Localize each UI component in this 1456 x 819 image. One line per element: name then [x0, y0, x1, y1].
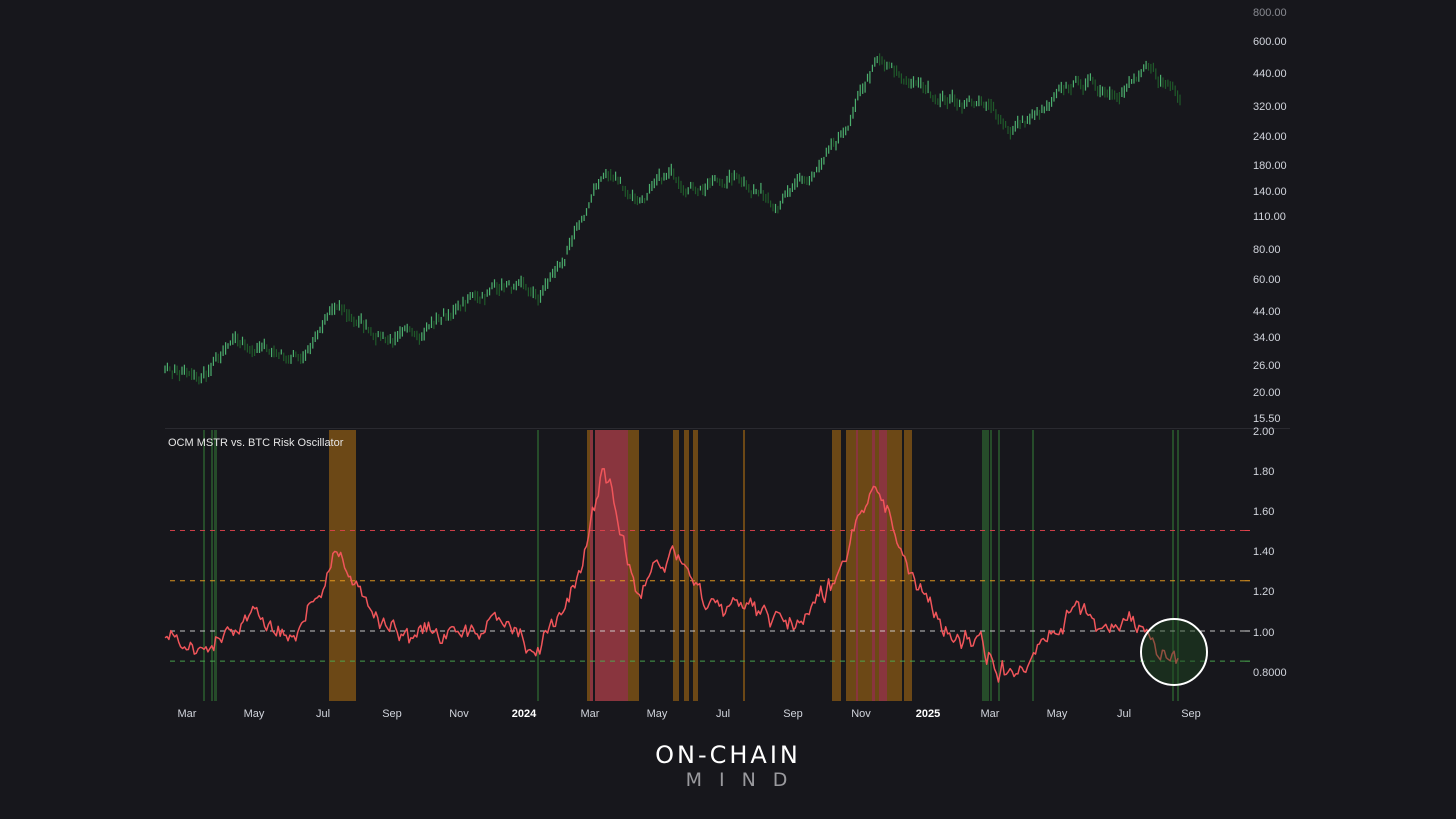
oscillator-title: OCM MSTR vs. BTC Risk Oscillator	[168, 437, 344, 449]
osc-axis-label: 1.00	[1253, 627, 1274, 639]
signal-band-orange	[904, 430, 912, 701]
time-axis-label: May	[1047, 708, 1068, 720]
price-axis-label: 26.00	[1253, 360, 1281, 372]
highlight-circle	[1140, 618, 1208, 686]
time-axis-label: 2024	[512, 708, 537, 720]
price-axis-label: 320.00	[1253, 101, 1287, 113]
osc-axis-label: 1.20	[1253, 586, 1274, 598]
signal-band-orange	[846, 430, 856, 701]
time-axis-label: Nov	[851, 708, 871, 720]
time-axis-label: Mar	[178, 708, 197, 720]
time-axis-label: Jul	[1117, 708, 1131, 720]
signal-band-orange	[743, 430, 745, 701]
price-axis-label: 44.00	[1253, 306, 1281, 318]
signal-band-green	[1177, 430, 1179, 701]
svg-text:800.00: 800.00	[1253, 7, 1287, 19]
signal-band-orange	[628, 430, 639, 701]
oscillator-axis[interactable]: 2.00 1.80 1.60 1.40 1.20 1.00 0.8000	[1253, 426, 1287, 679]
signal-band-green	[214, 430, 217, 701]
osc-axis-label: 0.8000	[1253, 667, 1287, 679]
signal-band-orange	[832, 430, 841, 701]
price-axis-label: 80.00	[1253, 244, 1281, 256]
price-pane[interactable]	[164, 53, 1181, 385]
brand-logo-line2: MIND	[685, 769, 805, 791]
time-axis-label: Nov	[449, 708, 469, 720]
signal-band-green	[990, 430, 992, 701]
price-axis-label: 15.50	[1253, 413, 1281, 425]
signal-band-green	[537, 430, 539, 701]
time-axis-label: Sep	[382, 708, 402, 720]
price-axis-label: 34.00	[1253, 332, 1281, 344]
osc-axis-label: 1.80	[1253, 466, 1274, 478]
price-axis-label: 440.00	[1253, 68, 1287, 80]
time-axis-label: Mar	[581, 708, 600, 720]
time-axis[interactable]: Mar May Jul Sep Nov 2024 Mar May Jul Sep Nov 2025 Ma…	[178, 708, 1201, 720]
time-axis-label: Jul	[716, 708, 730, 720]
price-axis-label: 180.00	[1253, 160, 1287, 172]
signal-band-red	[595, 430, 610, 701]
osc-axis-label: 2.00	[1253, 426, 1274, 438]
oscillator-line	[164, 468, 1179, 683]
signal-band-orange	[673, 430, 679, 701]
osc-axis-label: 1.60	[1253, 506, 1274, 518]
time-axis-label: Mar	[981, 708, 1000, 720]
signal-band-orange	[875, 430, 879, 701]
oscillator-reference-lines	[170, 530, 1250, 662]
price-axis-label: 20.00	[1253, 387, 1281, 399]
signal-band-red	[590, 430, 593, 701]
signal-band-red	[872, 430, 875, 701]
signal-band-red	[879, 430, 887, 701]
time-axis-label: 2025	[916, 708, 940, 720]
oscillator-signal-bands	[203, 430, 1179, 701]
signal-band-red	[610, 430, 624, 701]
signal-band-red	[624, 430, 628, 701]
signal-band-orange	[858, 430, 872, 701]
osc-axis-label: 1.40	[1253, 546, 1274, 558]
signal-band-orange	[684, 430, 689, 701]
price-axis-label: 600.00	[1253, 36, 1287, 48]
signal-band-green	[1032, 430, 1034, 701]
signal-band-orange	[887, 430, 902, 701]
signal-band-green	[203, 430, 205, 701]
signal-band-orange	[329, 430, 356, 701]
signal-band-orange	[693, 430, 698, 701]
time-axis-label: May	[647, 708, 668, 720]
price-axis[interactable]: 600.00 440.00 320.00 240.00 180.00 140.00 110.…	[1253, 7, 1287, 425]
time-axis-label: Jul	[316, 708, 330, 720]
signal-band-green	[1172, 430, 1174, 701]
price-axis-label: 110.00	[1253, 211, 1286, 223]
signal-band-green	[982, 430, 989, 701]
signal-band-red	[856, 430, 858, 701]
price-axis-label: 140.00	[1253, 186, 1287, 198]
price-axis-label: 240.00	[1253, 131, 1287, 143]
brand-logo-line1: ON-CHAIN	[655, 741, 801, 769]
time-axis-label: Sep	[783, 708, 803, 720]
signal-band-green	[211, 430, 213, 701]
signal-band-orange	[587, 430, 590, 701]
signal-band-green	[998, 430, 1000, 701]
time-axis-label: Sep	[1181, 708, 1201, 720]
time-axis-label: May	[244, 708, 265, 720]
price-axis-label: 60.00	[1253, 274, 1281, 286]
